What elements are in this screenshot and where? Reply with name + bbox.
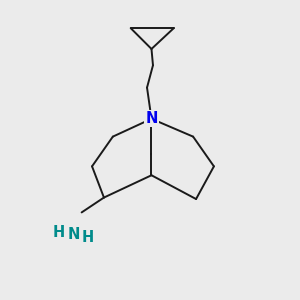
- Text: N: N: [145, 111, 158, 126]
- Text: N: N: [67, 227, 80, 242]
- Text: H: H: [82, 230, 94, 244]
- Text: H: H: [52, 225, 64, 240]
